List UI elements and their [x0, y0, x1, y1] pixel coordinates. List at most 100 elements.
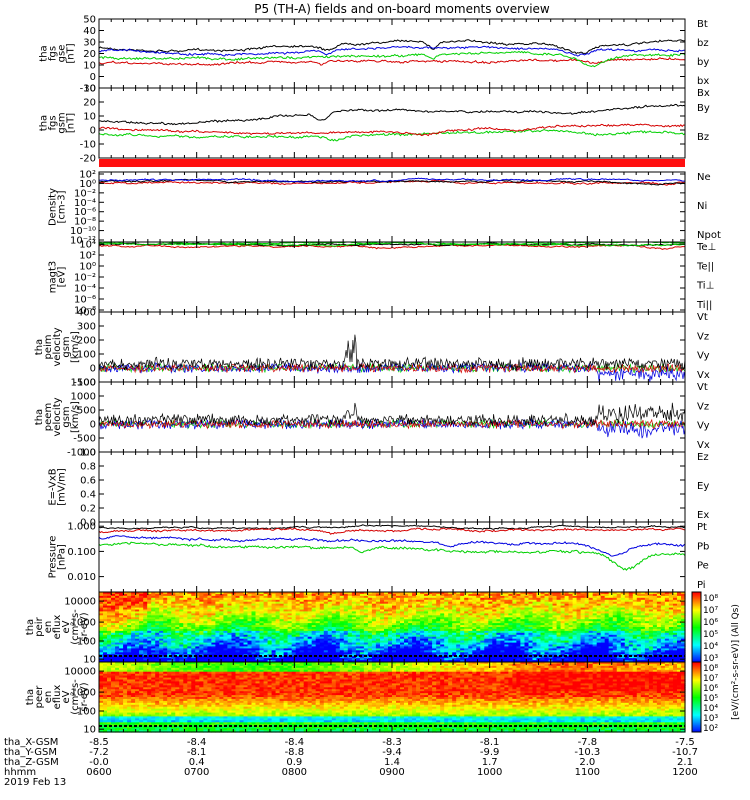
- legend-fgs_gsm-2: Bz: [697, 132, 709, 143]
- spectrogram-peer_flux: [99, 662, 686, 733]
- energy-flux-colorbar: 10⁸10⁷10⁶10⁵10⁴10³10⁸10⁷10⁶10⁵10⁴10³10²[…: [691, 591, 741, 734]
- x-tick-label: 0800: [282, 767, 307, 778]
- legend-efield-0: Ez: [697, 452, 709, 463]
- x-tick-label: 1100: [575, 767, 600, 778]
- y-tick-label: 50: [83, 15, 96, 26]
- colorbar-label: [eV/(cm²-s-sr-eV)] (All Qs): [731, 604, 741, 720]
- y-tick-label: 10⁻²: [74, 273, 96, 284]
- y-tick-label: 10⁻⁴: [74, 284, 96, 295]
- ephemeris-value: 0.4: [189, 757, 205, 768]
- y-tick-label: 10: [83, 61, 96, 72]
- panel-peim_vel: -100 0 100 200 300 400 thapeimvelocitygsm[km/s…: [34, 308, 710, 389]
- legend-peim_vel-1: Vz: [697, 331, 709, 342]
- legend-peem_vel-1: Vz: [697, 401, 709, 412]
- panel-frame: [98, 521, 686, 593]
- y-tick-label: 1000: [71, 688, 96, 699]
- colorbar-tick: 10⁷: [703, 606, 718, 616]
- ephemeris-value: -8.3: [382, 737, 402, 748]
- y-tick-label: 10⁰: [79, 262, 96, 273]
- panel-efield: 0.0 0.2 0.4 0.6 0.8 1.0 E=-VxB[mV/m] Ez Ey Ex: [48, 448, 710, 529]
- y-tick-label: 20: [83, 49, 96, 60]
- y-tick-label: 100: [77, 637, 96, 648]
- ephemeris-value: -7.2: [89, 747, 109, 758]
- y-tick-label: 0.0: [80, 518, 96, 529]
- y-tick-label: 10⁴: [79, 240, 96, 251]
- y-tick-label: -20: [80, 154, 96, 165]
- colorbar-tick: 10⁶: [703, 684, 718, 694]
- series-peem_vel-blue: [98, 418, 686, 439]
- panel-frame: [98, 18, 686, 89]
- y-tick-label: 1.0: [80, 448, 96, 459]
- red-status-bar: [99, 159, 685, 167]
- y-axis-label-efield: E=-VxB[mV/m]: [48, 468, 68, 506]
- ephemeris-value: -7.8: [578, 737, 598, 748]
- series-fgs_gse-bz: [98, 57, 686, 67]
- y-tick-label: 1500: [71, 378, 96, 389]
- y-tick-label: 100: [77, 350, 96, 361]
- ephemeris-value: 1.4: [384, 757, 400, 768]
- y-tick-label: 10: [83, 112, 96, 123]
- ephemeris-value: -8.5: [89, 737, 109, 748]
- y-tick-label: 100: [77, 707, 96, 718]
- x-tick-label: 1000: [477, 767, 502, 778]
- series-fgs_gsm-By: [98, 128, 686, 142]
- y-axis-label-density: Density[cm-3]: [48, 188, 68, 226]
- ephemeris-value: -8.4: [285, 737, 305, 748]
- panel-fgs_gsm: -20 -10 0 10 20 30 thafgsgsm[nT] Bx By Bz: [39, 84, 710, 165]
- ephemeris-value: -8.8: [285, 747, 305, 758]
- legend-fgs_gse-3: bx: [697, 76, 709, 87]
- series-peim_vel-black: [98, 334, 686, 371]
- legend-pressure-2: Pe: [697, 561, 709, 572]
- x-tick-label: 0600: [86, 767, 111, 778]
- ephemeris-value: -0.0: [89, 757, 109, 768]
- colorbar-tick: 10⁷: [703, 674, 718, 684]
- colorbar-tick: 10⁴: [703, 704, 718, 714]
- legend-fgs_gse-2: by: [697, 57, 709, 68]
- chart-title: P5 (TH-A) fields and on-board moments ov…: [254, 2, 550, 16]
- y-tick-label: 10: [83, 655, 96, 666]
- y-tick-label: -10: [80, 140, 96, 151]
- legend-density-2: Npot: [697, 230, 721, 241]
- y-tick-label: 10⁻⁶: [74, 295, 96, 306]
- y-tick-label: 500: [77, 406, 96, 417]
- y-tick-label: 10⁻⁸: [74, 306, 96, 317]
- y-tick-label: 1000: [71, 392, 96, 403]
- ephemeris-label: tha_Y-GSM: [4, 747, 57, 758]
- y-axis-label-peim_vel: thapeimvelocitygsm[km/s]: [34, 327, 81, 366]
- y-tick-label: 10⁻⁸: [74, 217, 96, 228]
- y-axis-label-fgs_gsm: thafgsgsm[nT]: [39, 112, 77, 133]
- y-tick-label: 10⁻⁴: [74, 198, 96, 209]
- y-tick-label: 1000: [71, 618, 96, 629]
- y-tick-label: -100: [73, 378, 96, 389]
- y-tick-label: -1000: [67, 448, 96, 459]
- panel-frame: [98, 241, 686, 313]
- y-tick-label: 10⁻¹²: [70, 236, 96, 247]
- legend-temp-1: Te||: [696, 261, 714, 272]
- x-tick-label: 0900: [379, 767, 404, 778]
- colorbar-tick: 10⁸: [703, 594, 718, 604]
- legend-peim_vel-3: Vx: [697, 370, 710, 381]
- date-label: 2019 Feb 13: [4, 777, 66, 788]
- legend-pressure-3: Pi: [697, 580, 706, 591]
- series-pressure-Pb: [98, 527, 686, 535]
- series-density-Ni: [99, 178, 686, 186]
- x-axis-label: hhmm: [4, 767, 36, 778]
- y-tick-label: 0: [90, 420, 96, 431]
- series-fgs_gse-bx: [98, 45, 685, 57]
- ephemeris-value: 2.0: [579, 757, 595, 768]
- y-tick-label: 10000: [64, 667, 96, 678]
- panel-density: 10²10⁰10⁻²10⁻⁴10⁻⁶10⁻⁸10⁻¹⁰10⁻¹²Density[…: [48, 170, 721, 247]
- series-peim_vel-red: [98, 362, 686, 374]
- ephemeris-label: tha_X-GSM: [4, 737, 58, 748]
- legend-temp-3: Ti||: [696, 300, 712, 311]
- ephemeris-value: -8.1: [187, 747, 207, 758]
- y-tick-label: 20: [83, 98, 96, 109]
- legend-temp-2: Ti⊥: [696, 281, 714, 292]
- ephemeris-value: 2.1: [677, 757, 693, 768]
- series-peim_vel-blue: [98, 362, 686, 383]
- y-tick-label: 10⁻²: [74, 188, 96, 199]
- y-axis-label-peem_vel: thapeemvelocitygsm[km/s]: [34, 397, 81, 436]
- y-tick-label: 0.2: [80, 504, 96, 515]
- colorbar-tick: 10⁴: [703, 642, 718, 652]
